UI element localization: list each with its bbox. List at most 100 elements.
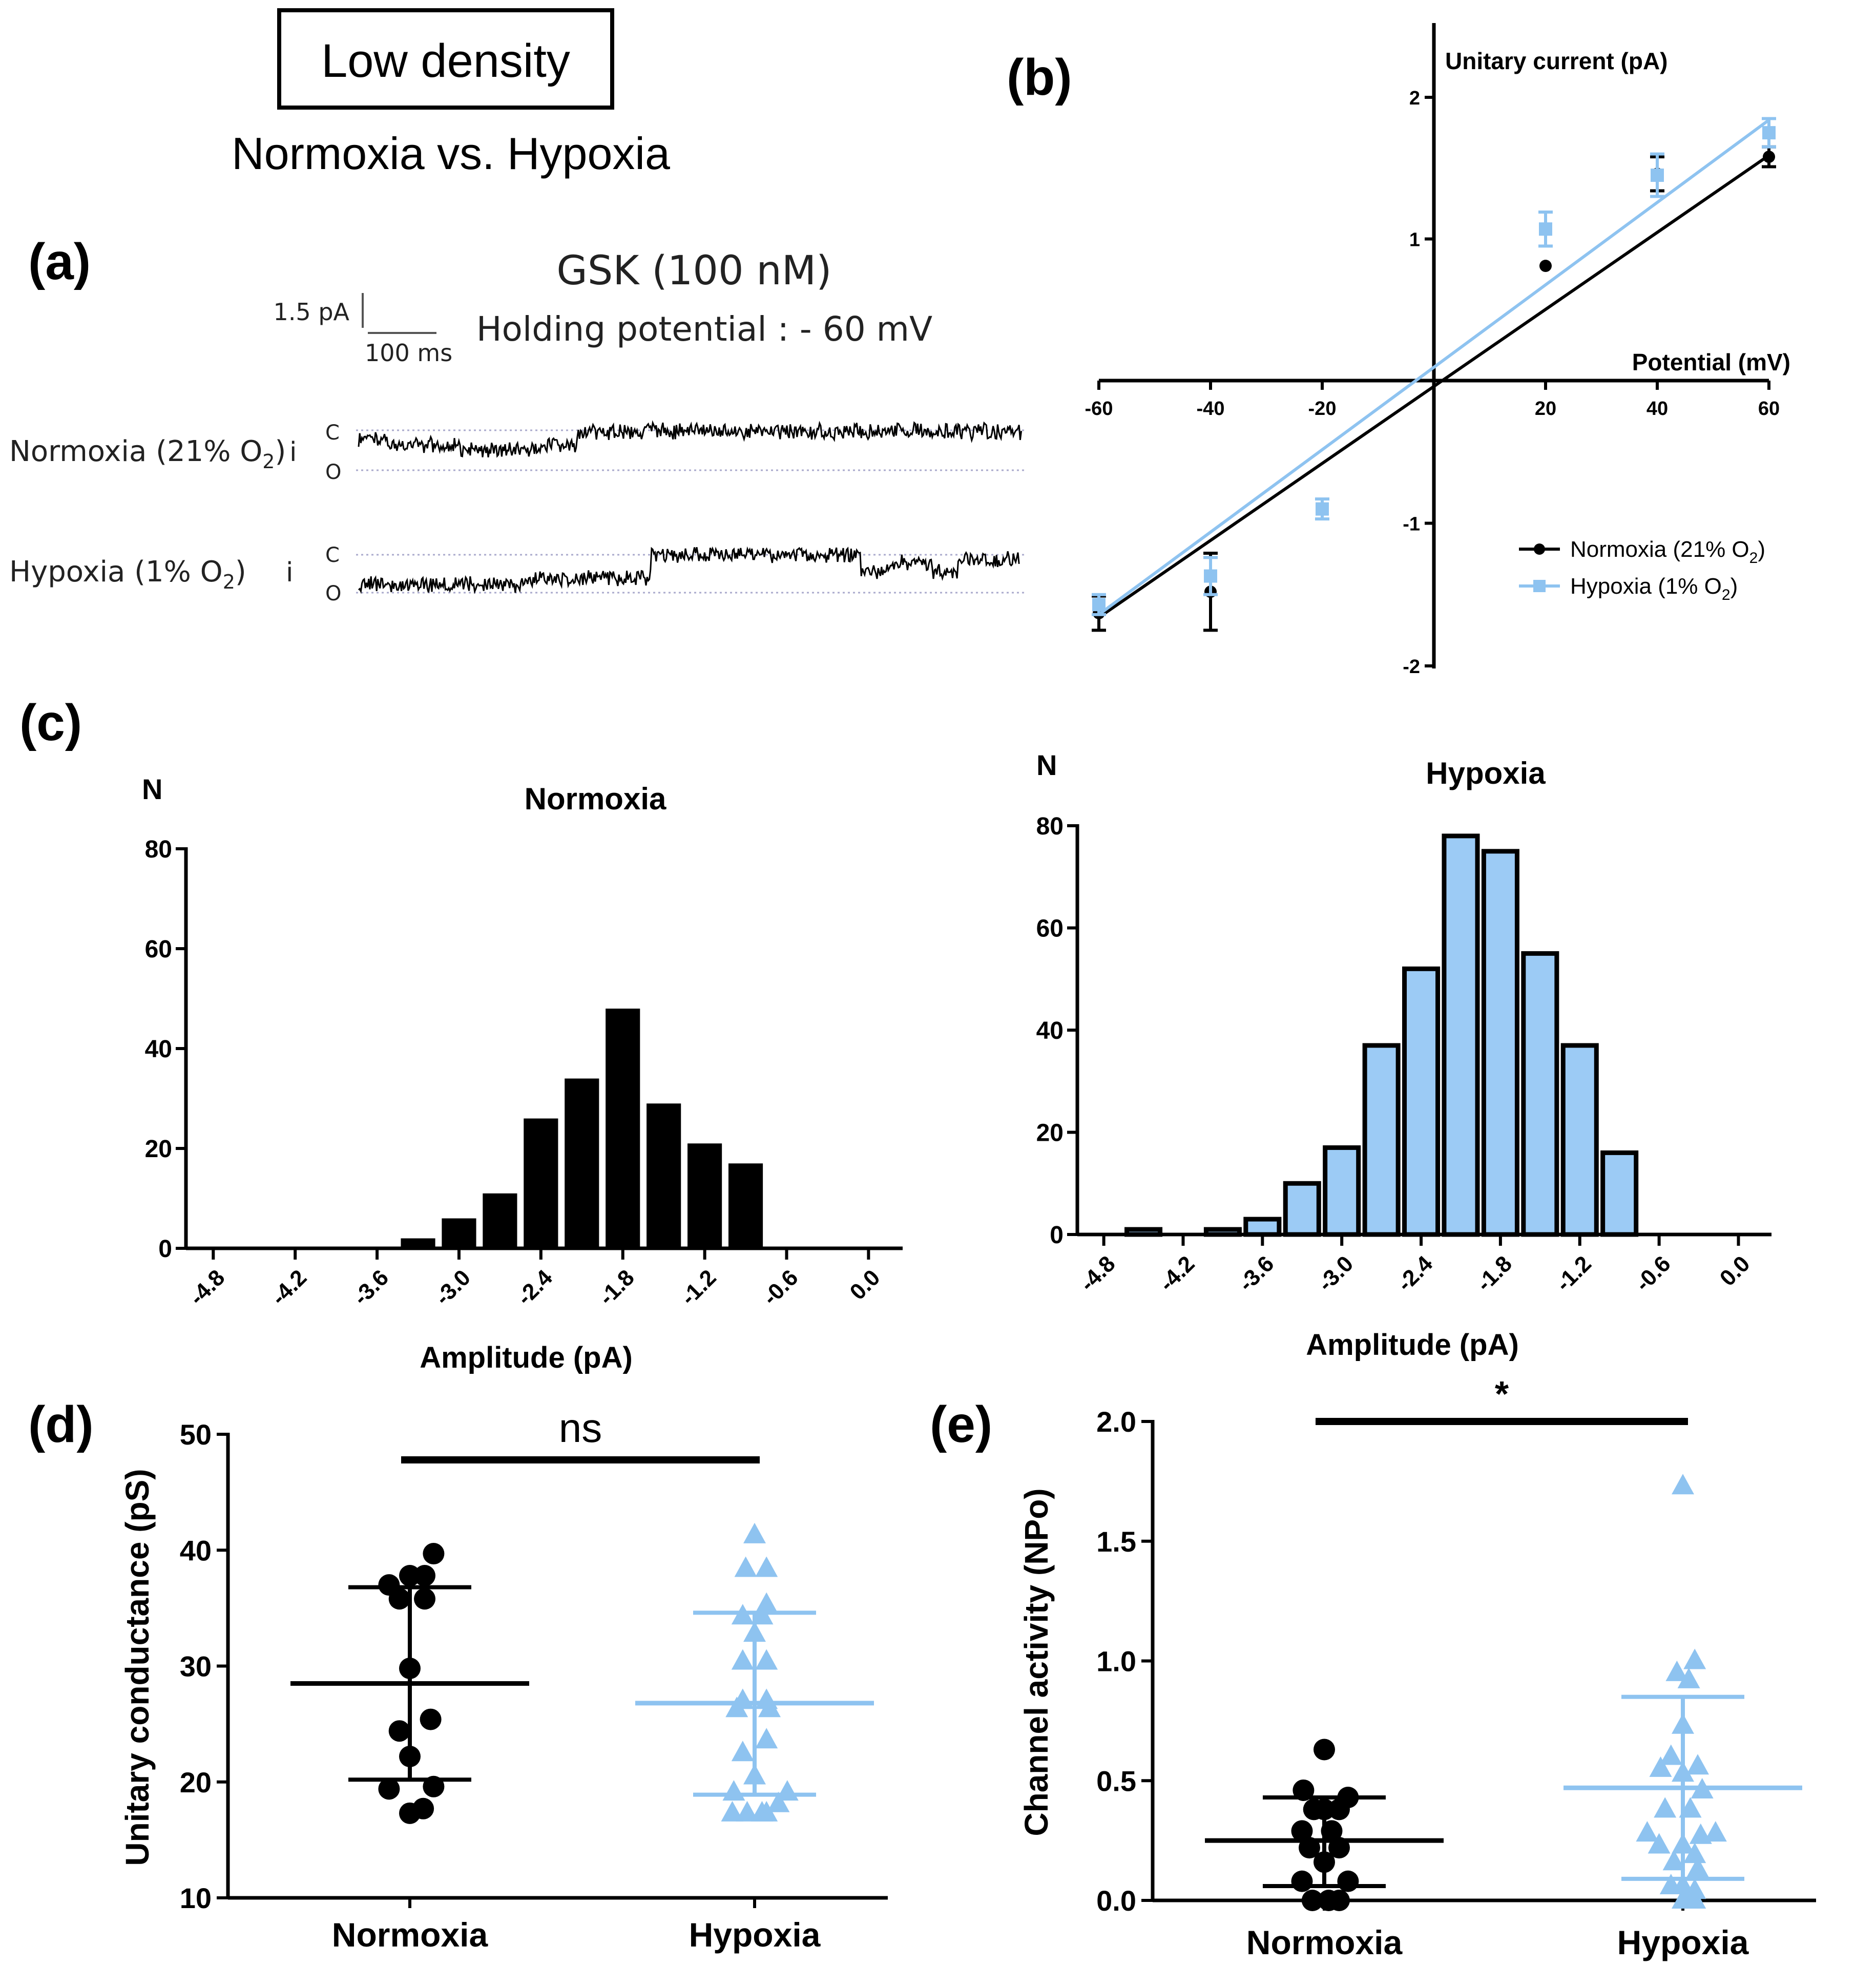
holding-potential-label: Holding potential : - 60 mV — [476, 309, 932, 349]
histo-normoxia-x-tick-label: -1.8 — [594, 1265, 639, 1310]
histo-normoxia-bar — [442, 1218, 476, 1248]
b-fit-line-normoxia — [1098, 154, 1770, 619]
histo-hypoxia-bar — [1521, 951, 1559, 1237]
b-point-hypoxia — [1316, 502, 1329, 516]
cond-point-normoxia — [399, 1802, 421, 1824]
b-legend-label: Hypoxia (1% O2) — [1570, 574, 1738, 603]
trace-i-normoxia: i — [289, 437, 297, 468]
cond-point-hypoxia — [767, 1791, 790, 1812]
b-x-tick-label: -40 — [1197, 398, 1225, 420]
cond-point-normoxia — [414, 1565, 435, 1587]
cond-point-hypoxia — [758, 1697, 781, 1718]
histo-normoxia-title: Normoxia — [525, 782, 666, 816]
b-y-axis-title: Unitary current (pA) — [1445, 48, 1667, 74]
histo-hypoxia-x-tick-label: -2.4 — [1392, 1251, 1438, 1296]
panel-label-d: (d) — [28, 1396, 94, 1453]
b-point-hypoxia — [1539, 222, 1552, 236]
npo-y-tick-label: 1.5 — [1096, 1525, 1136, 1558]
cond-point-normoxia — [423, 1543, 445, 1565]
cond-point-hypoxia — [743, 1522, 766, 1543]
histo-hypoxia-x-tick-label: -3.0 — [1313, 1251, 1358, 1296]
npo-point-hypoxia — [1665, 1660, 1689, 1681]
cond-point-hypoxia — [755, 1592, 778, 1613]
histo-hypoxia-x-tick-label: -3.6 — [1234, 1251, 1279, 1296]
npo-point-hypoxia — [1683, 1843, 1706, 1864]
title-box — [277, 8, 614, 110]
histo-hypoxia-bar — [1124, 1227, 1163, 1237]
cond-point-normoxia — [414, 1588, 435, 1610]
trace-closed-normoxia: C — [325, 421, 340, 445]
npo-point-normoxia — [1328, 1890, 1350, 1911]
npo-point-hypoxia — [1686, 1857, 1709, 1878]
b-point-hypoxia — [1762, 126, 1776, 140]
cond-y-axis-title: Unitary conductance (pS) — [119, 1469, 156, 1866]
b-point-normoxia — [1539, 260, 1552, 273]
histo-hypoxia-y-tick-label: 80 — [1036, 813, 1064, 840]
b-x-tick-label: -60 — [1085, 398, 1113, 420]
npo-y-tick-label: 0.5 — [1096, 1765, 1136, 1797]
npo-y-tick-label: 2.0 — [1096, 1406, 1136, 1438]
panel-a-traces: GSK (100 nM) Holding potential : - 60 mV… — [9, 248, 1025, 605]
cond-y-tick-label: 50 — [180, 1418, 212, 1451]
histo-normoxia-x-tick-label: -3.6 — [348, 1265, 393, 1310]
b-legend-marker — [1533, 580, 1546, 592]
b-point-hypoxia — [1204, 569, 1217, 583]
histo-hypoxia-bar — [1442, 833, 1480, 1237]
histo-normoxia-bar — [606, 1009, 640, 1248]
histo-hypoxia-y-tick-label: 0 — [1050, 1222, 1064, 1249]
npo-point-normoxia — [1291, 1820, 1313, 1842]
panel-label-c: (c) — [19, 694, 82, 751]
drug-label: GSK (100 nM) — [556, 248, 831, 294]
b-fit-line-hypoxia — [1098, 118, 1770, 616]
npo-point-hypoxia — [1686, 1754, 1709, 1775]
b-x-tick-label: 40 — [1646, 398, 1668, 420]
histo-normoxia-x-tick-label: -3.0 — [430, 1265, 475, 1310]
npo-point-hypoxia — [1649, 1756, 1672, 1777]
trace-label-hypoxia: Hypoxia (1% O2) — [9, 555, 246, 593]
cond-point-normoxia — [399, 1565, 421, 1587]
b-legend-label: Normoxia (21% O2) — [1570, 537, 1765, 567]
histo-normoxia-y-tick-label: 40 — [145, 1036, 172, 1063]
b-x-tick-label: 20 — [1535, 398, 1556, 420]
trace-open-normoxia: O — [325, 461, 341, 484]
histo-hypoxia-y-tick-label: 60 — [1036, 915, 1064, 943]
trace-open-hypoxia: O — [325, 582, 341, 605]
npo-category-label: Hypoxia — [1617, 1923, 1749, 1961]
cond-point-hypoxia — [736, 1801, 759, 1822]
b-legend-marker — [1534, 543, 1545, 555]
b-y-tick-label: 2 — [1409, 88, 1420, 109]
b-x-tick-label: 60 — [1758, 398, 1780, 420]
cond-y-tick-label: 40 — [180, 1534, 212, 1566]
npo-point-normoxia — [1314, 1739, 1335, 1761]
cond-point-hypoxia — [721, 1801, 744, 1822]
cond-point-hypoxia — [755, 1801, 778, 1822]
trace-label-normoxia: Normoxia (21% O2) — [9, 435, 286, 473]
cond-category-label: Hypoxia — [689, 1916, 821, 1954]
histo-hypoxia-bar — [1203, 1227, 1242, 1237]
npo-point-normoxia — [1301, 1890, 1323, 1911]
cond-y-tick-label: 20 — [180, 1766, 212, 1798]
cond-point-normoxia — [388, 1588, 410, 1610]
b-point-hypoxia — [1651, 169, 1664, 182]
histo-normoxia-x-axis-title: Amplitude (pA) — [420, 1341, 633, 1374]
cond-y-tick-label: 10 — [180, 1882, 212, 1914]
b-y-tick-label: -2 — [1403, 656, 1420, 678]
histo-normoxia-x-tick-label: 0.0 — [845, 1265, 885, 1305]
title-box-text: Low density — [321, 35, 570, 87]
trace-i-hypoxia: i — [286, 557, 293, 588]
histo-hypoxia-bar — [1481, 849, 1519, 1237]
histo-normoxia-y-tick-label: 0 — [158, 1236, 172, 1263]
histo-hypoxia-bar — [1600, 1150, 1639, 1237]
histo-hypoxia-bar — [1243, 1217, 1282, 1237]
npo-point-hypoxia — [1677, 1667, 1700, 1688]
iv-chart: -60 -40 -20 20 40 60 -2 -1 1 2 Unitary current (pA… — [1085, 23, 1790, 678]
npo-point-hypoxia — [1648, 1833, 1671, 1854]
panel-label-a: (a) — [28, 233, 91, 290]
histo-normoxia-bar — [687, 1143, 722, 1248]
histo-normoxia-x-tick-label: -4.2 — [266, 1265, 311, 1310]
histo-normoxia-y-tick-label: 20 — [145, 1136, 172, 1163]
npo-point-normoxia — [1328, 1798, 1350, 1820]
npo-y-axis-title: Channel activity (NPo) — [1018, 1488, 1055, 1836]
histogram-hypoxia: 0 20 40 60 80 -4.8 -4.2 -3.6 -3.0 -2.4 -1.8 -1.2 -0.… — [1036, 749, 1771, 1362]
b-x-tick-label: -20 — [1308, 398, 1337, 420]
